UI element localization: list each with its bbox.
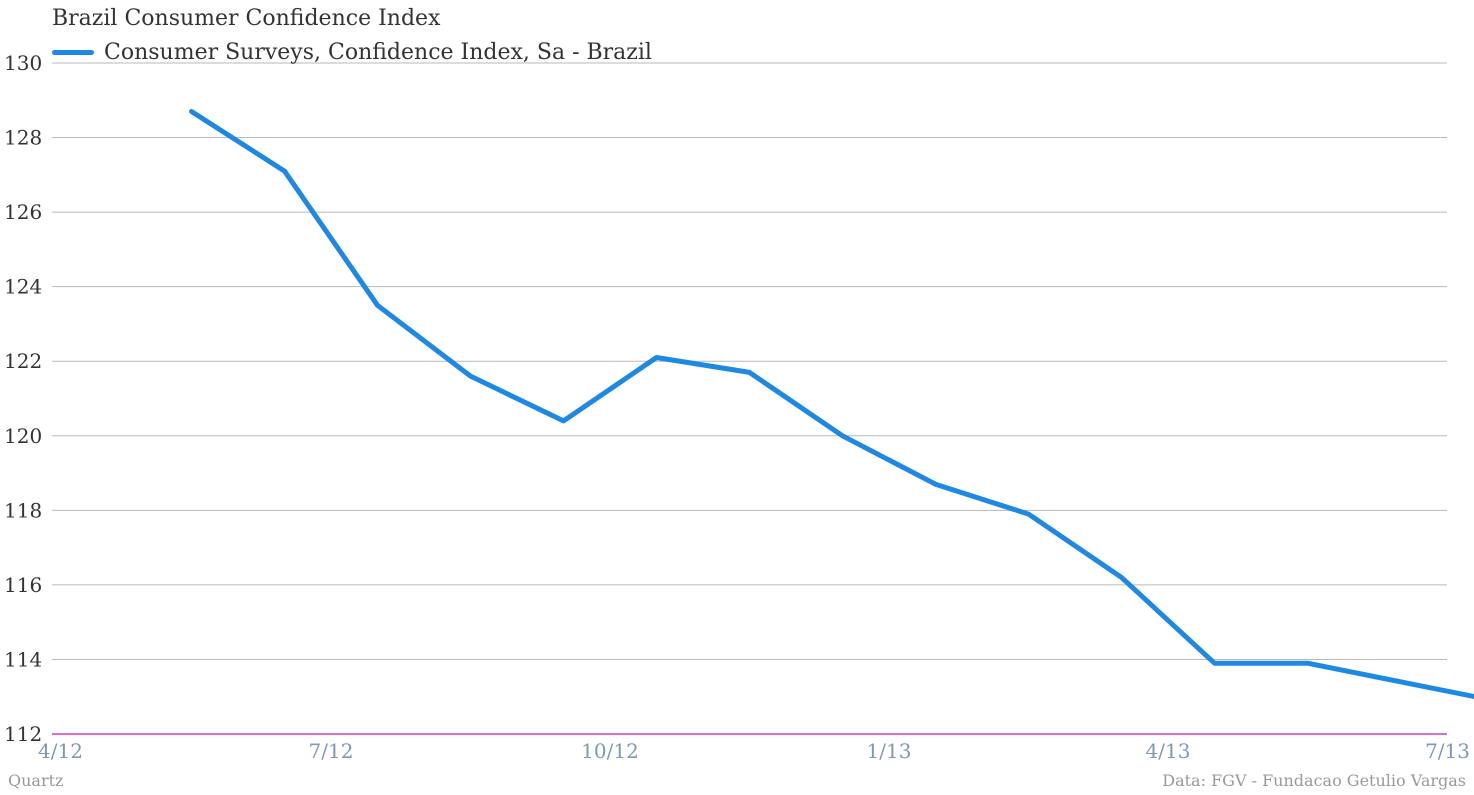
legend: Consumer Surveys, Confidence Index, Sa -…: [52, 40, 652, 65]
y-tick-label-130: 130: [4, 51, 42, 75]
y-tick-label-114: 114: [4, 647, 42, 671]
y-tick-label-116: 116: [4, 573, 42, 597]
y-tick-label-124: 124: [4, 275, 42, 299]
y-axis-tick-labels: 130 128 126 124 122 120 118 116 114 112: [4, 51, 42, 746]
legend-label: Consumer Surveys, Confidence Index, Sa -…: [104, 40, 652, 65]
legend-swatch: [52, 50, 94, 55]
y-tick-label-118: 118: [4, 498, 42, 522]
x-tick-label-7-13: 7/13: [1425, 739, 1470, 763]
y-tick-label-120: 120: [4, 424, 42, 448]
y-tick-label-112: 112: [4, 722, 42, 746]
data-source: Data: FGV - Fundacao Getulio Vargas: [1162, 771, 1466, 790]
x-tick-label-1-13: 1/13: [867, 739, 912, 763]
gridlines: [52, 62, 1447, 735]
x-tick-label-4-13: 4/13: [1146, 739, 1191, 763]
source-credit: Quartz: [8, 771, 64, 790]
y-tick-label-128: 128: [4, 126, 42, 150]
y-tick-label-126: 126: [4, 200, 42, 224]
x-tick-label-4-12: 4/12: [38, 739, 83, 763]
x-axis-tick-labels: 4/12 7/12 10/12 1/13 4/13 7/13: [38, 739, 1470, 763]
x-tick-label-7-12: 7/12: [309, 739, 354, 763]
y-tick-label-122: 122: [4, 349, 42, 373]
x-tick-label-10-12: 10/12: [581, 739, 639, 763]
series-line-0: [189, 109, 1474, 700]
chart-title: Brazil Consumer Confidence Index: [52, 6, 441, 31]
series-lines: [189, 109, 1474, 700]
